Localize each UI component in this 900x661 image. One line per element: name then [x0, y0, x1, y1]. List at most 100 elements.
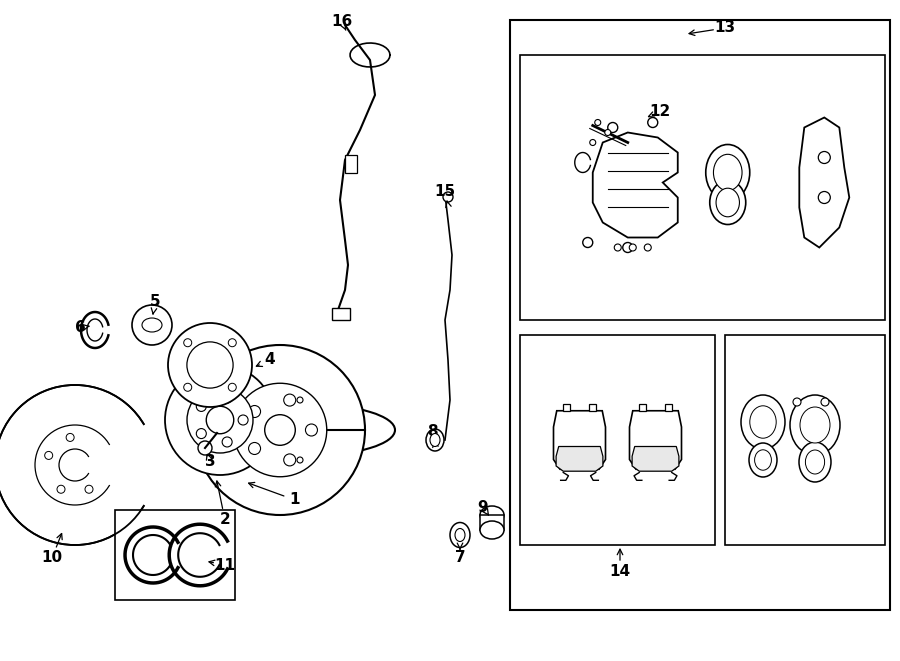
- Text: 16: 16: [331, 15, 353, 30]
- Bar: [510, 20, 890, 610]
- Circle shape: [297, 457, 303, 463]
- Bar: [520, 55, 885, 320]
- Text: 12: 12: [650, 104, 670, 120]
- Circle shape: [443, 192, 453, 202]
- Circle shape: [297, 397, 303, 403]
- Circle shape: [608, 122, 617, 132]
- Circle shape: [233, 383, 327, 477]
- Circle shape: [614, 244, 621, 251]
- Circle shape: [196, 401, 206, 411]
- Circle shape: [248, 405, 261, 418]
- Circle shape: [66, 434, 74, 442]
- Ellipse shape: [710, 180, 746, 225]
- Ellipse shape: [706, 145, 750, 200]
- Text: 1: 1: [290, 492, 301, 508]
- Ellipse shape: [430, 434, 440, 446]
- Circle shape: [187, 342, 233, 388]
- Circle shape: [623, 243, 633, 253]
- Circle shape: [590, 139, 596, 145]
- Bar: [520, 335, 715, 545]
- Text: 7: 7: [454, 551, 465, 566]
- Ellipse shape: [741, 395, 785, 449]
- Ellipse shape: [714, 154, 742, 191]
- Bar: [115, 510, 235, 600]
- Ellipse shape: [799, 442, 831, 482]
- Bar: [725, 335, 885, 545]
- Text: 6: 6: [75, 321, 86, 336]
- Circle shape: [59, 449, 91, 481]
- Circle shape: [132, 305, 172, 345]
- Circle shape: [187, 387, 253, 453]
- Circle shape: [644, 244, 652, 251]
- Ellipse shape: [806, 450, 824, 474]
- Ellipse shape: [142, 318, 162, 332]
- Circle shape: [605, 130, 611, 136]
- Circle shape: [196, 428, 206, 439]
- Polygon shape: [799, 118, 850, 247]
- Bar: [332, 308, 350, 320]
- Bar: [345, 155, 357, 173]
- Polygon shape: [593, 132, 678, 237]
- Polygon shape: [554, 410, 606, 469]
- Circle shape: [229, 383, 237, 391]
- Text: 9: 9: [478, 500, 489, 514]
- Polygon shape: [563, 405, 570, 410]
- Text: 8: 8: [427, 424, 437, 440]
- Text: 2: 2: [220, 512, 230, 527]
- Ellipse shape: [426, 429, 444, 451]
- Circle shape: [629, 244, 636, 251]
- Circle shape: [198, 441, 212, 455]
- Circle shape: [222, 437, 232, 447]
- Polygon shape: [629, 410, 681, 469]
- Polygon shape: [556, 446, 603, 471]
- Circle shape: [35, 425, 115, 505]
- Circle shape: [583, 237, 593, 247]
- Circle shape: [793, 398, 801, 406]
- Text: 13: 13: [715, 20, 735, 36]
- Ellipse shape: [750, 406, 776, 438]
- Circle shape: [648, 118, 658, 128]
- Circle shape: [248, 442, 261, 455]
- Ellipse shape: [480, 506, 504, 524]
- Circle shape: [818, 192, 831, 204]
- Ellipse shape: [250, 413, 278, 427]
- Circle shape: [184, 338, 192, 347]
- Circle shape: [284, 454, 296, 466]
- Text: 3: 3: [204, 455, 215, 469]
- Circle shape: [165, 365, 275, 475]
- Circle shape: [57, 485, 65, 493]
- Circle shape: [0, 385, 155, 545]
- Bar: [480, 515, 504, 530]
- Text: 10: 10: [41, 551, 63, 566]
- Circle shape: [238, 415, 248, 425]
- Ellipse shape: [455, 529, 465, 541]
- Circle shape: [206, 407, 234, 434]
- Circle shape: [305, 424, 318, 436]
- Circle shape: [818, 151, 831, 163]
- Circle shape: [265, 414, 295, 446]
- Circle shape: [595, 120, 601, 126]
- Text: 11: 11: [214, 557, 236, 572]
- Text: 15: 15: [435, 184, 455, 200]
- Circle shape: [184, 383, 192, 391]
- Ellipse shape: [716, 188, 740, 217]
- Text: 5: 5: [149, 295, 160, 309]
- Polygon shape: [665, 405, 671, 410]
- Circle shape: [195, 345, 365, 515]
- Polygon shape: [632, 446, 679, 471]
- Ellipse shape: [450, 522, 470, 547]
- Ellipse shape: [790, 395, 840, 455]
- Text: 4: 4: [265, 352, 275, 368]
- Polygon shape: [590, 405, 596, 410]
- Ellipse shape: [749, 443, 777, 477]
- Wedge shape: [75, 423, 159, 507]
- Ellipse shape: [800, 407, 830, 443]
- Circle shape: [85, 485, 93, 493]
- Ellipse shape: [754, 449, 771, 470]
- Text: 14: 14: [609, 564, 631, 580]
- Circle shape: [45, 451, 53, 459]
- Ellipse shape: [480, 521, 504, 539]
- Circle shape: [284, 394, 296, 406]
- Circle shape: [821, 398, 829, 406]
- Circle shape: [168, 323, 252, 407]
